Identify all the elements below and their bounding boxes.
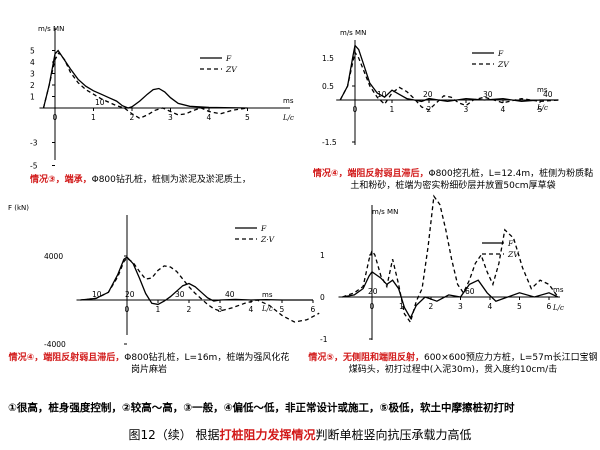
p4-x-tick-label: 0 bbox=[370, 302, 375, 311]
p1-x-tick-label: 4 bbox=[207, 113, 212, 122]
p2-x-tick-label: 5 bbox=[538, 105, 543, 114]
p1-y-tick-label: 5 bbox=[30, 47, 35, 56]
figure-title-highlight: 打桩阻力发挥情况 bbox=[219, 428, 316, 442]
p4-legend-label: ZV bbox=[507, 250, 520, 259]
p3-ms-tick-label: 20 bbox=[125, 290, 135, 299]
p3-x-tick-label: 0 bbox=[125, 305, 130, 314]
p3-x-tick-label: 5 bbox=[280, 305, 285, 314]
caption-p2-tag: 情况④，端阻反射弱且滞后， bbox=[312, 169, 429, 179]
caption-p3-text: Φ800钻孔桩，L=16m，桩端为强风化花岗片麻岩 bbox=[124, 353, 290, 375]
p3-ms-tick-label: 10 bbox=[92, 290, 102, 299]
caption-p2: 情况④，端阻反射弱且滞后，Φ800挖孔桩，L=12.4m，桩侧为粉质黏土和粉砂，… bbox=[312, 168, 594, 192]
caption-p3-tag: 情况④，端阻反射弱且滞后， bbox=[8, 353, 125, 363]
caption-p4-text: 600×600预应力方桩，L=57m长江口宝钢煤码头，初打过程中(入泥30m)，… bbox=[348, 353, 598, 375]
p1-legend-label: ZV bbox=[225, 65, 238, 74]
p4-legend-label: F bbox=[507, 239, 514, 248]
p1-y-label: m/s MN bbox=[38, 25, 64, 33]
p4-y-tick-label: 1 bbox=[320, 251, 325, 260]
p1-y-tick-label: 3 bbox=[30, 70, 35, 79]
p2-ms-tick-label: 20 bbox=[423, 90, 433, 99]
p3-x-tick-label: 6 bbox=[311, 305, 316, 314]
p4-x-unit: ms bbox=[553, 286, 564, 294]
p3-legend-label: Z·V bbox=[260, 235, 276, 244]
p1-y-tick-label: -3 bbox=[30, 139, 38, 148]
p4-x-tick-label: 3 bbox=[458, 302, 463, 311]
p4-x-tick-label: 5 bbox=[517, 302, 522, 311]
p1-series-f bbox=[42, 49, 248, 109]
p1-x-label2: L/c bbox=[282, 114, 294, 122]
p1-y-tick-label: -5 bbox=[30, 162, 38, 171]
p1-y-tick-label: 4 bbox=[30, 58, 35, 67]
p4-ms-tick-label: 20 bbox=[368, 287, 378, 296]
p2-x-tick-label: 3 bbox=[464, 105, 469, 114]
p1-legend-label: F bbox=[225, 54, 232, 63]
p1-x-tick-label: 3 bbox=[168, 113, 173, 122]
p2-y-label: m/s MN bbox=[340, 29, 366, 37]
p3-y-label: F (kN) bbox=[8, 204, 29, 212]
p4-x-tick-label: 2 bbox=[429, 302, 434, 311]
p1-ms-tick-label: 10 bbox=[95, 98, 105, 107]
p4-series-f bbox=[342, 270, 559, 320]
p1-x-tick-label: 0 bbox=[53, 113, 58, 122]
figure-title: 图12（续） 根据打桩阻力发挥情况判断单桩竖向抗压承载力高低 bbox=[0, 426, 600, 443]
p2-series-f bbox=[339, 43, 559, 103]
p2-x-tick-label: 0 bbox=[353, 105, 358, 114]
p1-y-tick-label: 2 bbox=[30, 81, 35, 90]
p2-x-label2: L/c bbox=[536, 104, 548, 112]
p4-series-zv bbox=[342, 194, 559, 324]
p2-y-tick-label: 1.5 bbox=[322, 54, 334, 63]
p2-x-unit: ms bbox=[537, 86, 548, 94]
p3-ms-tick-label: 40 bbox=[225, 290, 235, 299]
grade-legend-line: ①很高，桩身强度控制，②较高～高，③一般，④偏低～低，非正常设计或施工，⑤极低，… bbox=[8, 402, 515, 414]
p4-y-label: m/s MN bbox=[372, 208, 398, 216]
caption-p1-text: Φ800钻孔桩，桩侧为淤泥及淤泥质土， bbox=[91, 175, 251, 185]
p2-y-tick-label: 0.5 bbox=[322, 82, 334, 91]
caption-p2-text: Φ800挖孔桩，L=12.4m，桩侧为粉质黏土和粉砂，桩端为密实粉细砂层并放置5… bbox=[350, 169, 594, 191]
p3-x-tick-label: 4 bbox=[249, 305, 254, 314]
p1-series-zv bbox=[42, 51, 248, 120]
p3-legend-label: F bbox=[260, 224, 267, 233]
figure-title-suffix: 判断单桩竖向抗压承载力高低 bbox=[315, 428, 472, 442]
p2-ms-tick-label: 40 bbox=[543, 90, 553, 99]
p3-series-f bbox=[80, 256, 313, 306]
p3-ms-tick-label: 30 bbox=[175, 290, 185, 299]
p4-ms-tick-label: 60 bbox=[465, 287, 475, 296]
caption-p1-tag: 情况③，端承， bbox=[30, 175, 92, 185]
p2-ms-tick-label: 10 bbox=[377, 90, 387, 99]
p2-x-tick-label: 1 bbox=[390, 105, 395, 114]
p3-x-tick-label: 3 bbox=[218, 305, 223, 314]
p1-x-unit: ms bbox=[283, 97, 294, 105]
p2-ms-tick-label: 30 bbox=[483, 90, 493, 99]
p2-legend-label: ZV bbox=[497, 60, 510, 69]
p4-y-tick-label: -1 bbox=[320, 335, 328, 344]
p2-y-tick-label: -1.5 bbox=[322, 138, 337, 147]
p2-series-zv bbox=[339, 50, 559, 111]
p3-y-tick-label: -4000 bbox=[44, 340, 66, 349]
p4-x-tick-label: 1 bbox=[399, 302, 404, 311]
p3-x-tick-label: 2 bbox=[187, 305, 192, 314]
p3-y-tick-label: 4000 bbox=[44, 252, 63, 261]
p4-x-label2: L/c bbox=[552, 304, 564, 312]
p3-x-tick-label: 1 bbox=[156, 305, 161, 314]
p3-x-unit: ms bbox=[262, 291, 273, 299]
p4-x-tick-label: 6 bbox=[547, 302, 552, 311]
p1-x-tick-label: 5 bbox=[245, 113, 250, 122]
p1-x-tick-label: 2 bbox=[130, 113, 135, 122]
caption-p4: 情况⑤，无侧阻和端阻反射，600×600预应力方桩，L=57m长江口宝钢煤码头，… bbox=[308, 352, 598, 376]
caption-p4-tag: 情况⑤，无侧阻和端阻反射， bbox=[308, 353, 424, 363]
p1-y-tick-label: 1 bbox=[30, 93, 35, 102]
p1-x-tick-label: 1 bbox=[91, 113, 96, 122]
p4-y-tick-label: 0 bbox=[320, 293, 325, 302]
figure-title-prefix: 图12（续） 根据 bbox=[128, 428, 220, 442]
caption-p3: 情况④，端阻反射弱且滞后，Φ800钻孔桩，L=16m，桩端为强风化花岗片麻岩 bbox=[8, 352, 290, 376]
p4-x-tick-label: 4 bbox=[488, 302, 493, 311]
p2-x-tick-label: 4 bbox=[501, 105, 506, 114]
p2-legend-label: F bbox=[497, 49, 504, 58]
p3-x-label2: L/c bbox=[261, 305, 273, 313]
caption-p1: 情况③，端承，Φ800钻孔桩，桩侧为淤泥及淤泥质土， bbox=[30, 174, 290, 186]
